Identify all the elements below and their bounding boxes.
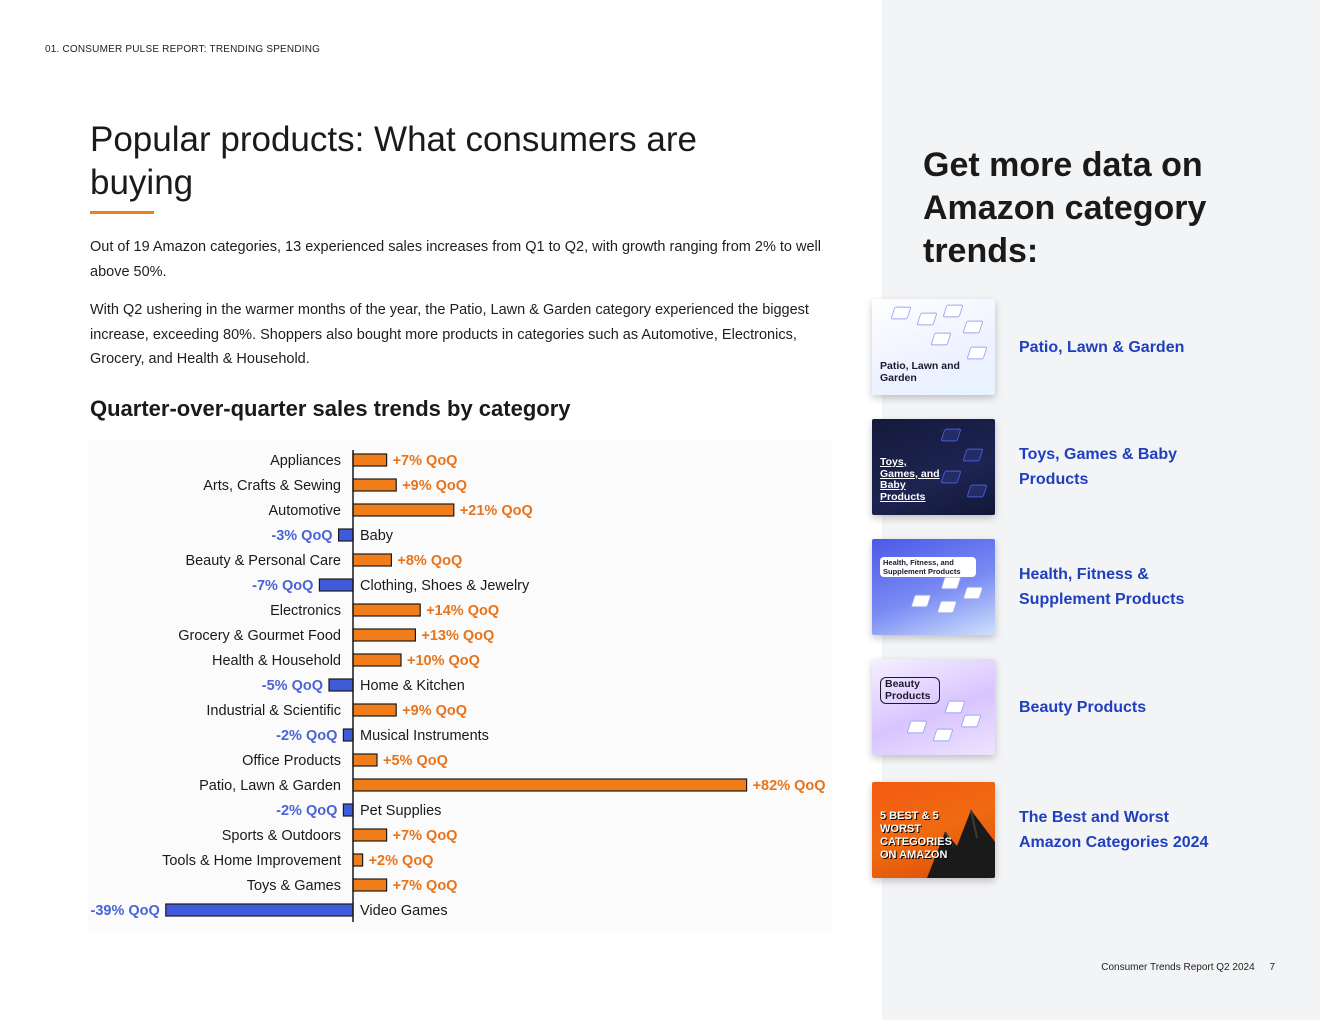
value-label-office-products: +5% QoQ <box>383 753 448 769</box>
bar-beauty-personal-care <box>352 553 393 567</box>
value-label-tools-home-improvement: +2% QoQ <box>369 853 434 869</box>
best-worst-thumb-title: 5 BEST & 5 WORST CATEGORIES ON AMAZON <box>880 810 952 861</box>
page-footer: Consumer Trends Report Q2 2024 7 <box>1089 962 1275 973</box>
bar-toys-games <box>352 878 388 892</box>
value-label-health-household: +10% QoQ <box>407 653 480 669</box>
health-report-thumbnail[interactable]: Health, Fitness, and Supplement Products <box>872 539 995 635</box>
value-label-electronics: +14% QoQ <box>426 603 499 619</box>
bar-pet-supplies <box>342 803 354 817</box>
title-accent-rule <box>90 211 154 214</box>
bar-sports-outdoors <box>352 828 388 842</box>
value-label-video-games: -39% QoQ <box>91 903 160 919</box>
mountain-graphic-icon <box>927 809 995 878</box>
value-label-arts-crafts-sewing: +9% QoQ <box>402 478 467 494</box>
bar-arts-crafts-sewing <box>352 478 397 492</box>
patio-thumb-title: Patio, Lawn and Garden <box>880 360 960 384</box>
category-label-tools-home-improvement: Tools & Home Improvement <box>162 853 341 869</box>
bar-patio-lawn-garden <box>352 778 748 792</box>
value-label-toys-games: +7% QoQ <box>393 878 458 894</box>
report-card-best-worst[interactable]: 5 BEST & 5 WORST CATEGORIES ON AMAZON Th… <box>872 781 1292 879</box>
bar-musical-instruments <box>342 728 354 742</box>
value-label-clothing-shoes-jewelry: -7% QoQ <box>252 578 313 594</box>
value-label-musical-instruments: -2% QoQ <box>276 728 337 744</box>
beauty-report-thumbnail[interactable]: Beauty Products <box>872 659 995 755</box>
best-worst-report-thumbnail[interactable]: 5 BEST & 5 WORST CATEGORIES ON AMAZON <box>872 782 995 878</box>
patio-report-link[interactable]: Patio, Lawn & Garden <box>1019 338 1185 356</box>
value-label-baby: -3% QoQ <box>271 528 332 544</box>
toys-report-thumbnail[interactable]: Toys, Games, and Baby Products <box>872 419 995 515</box>
category-label-office-products: Office Products <box>242 753 341 769</box>
value-label-grocery-gourmet-food: +13% QoQ <box>421 628 494 644</box>
page-number: 7 <box>1269 962 1275 973</box>
category-label-musical-instruments: Musical Instruments <box>360 728 489 744</box>
detail-paragraph: With Q2 ushering in the warmer months of… <box>90 302 809 367</box>
value-label-industrial-scientific: +9% QoQ <box>402 703 467 719</box>
toys-thumb-title: Toys, Games, and Baby Products <box>880 456 940 503</box>
patio-report-thumbnail[interactable]: Patio, Lawn and Garden <box>872 299 995 395</box>
category-label-clothing-shoes-jewelry: Clothing, Shoes & Jewelry <box>360 578 530 594</box>
value-label-sports-outdoors: +7% QoQ <box>393 828 458 844</box>
running-head: 01. CONSUMER PULSE REPORT: TRENDING SPEN… <box>45 44 321 55</box>
page-title: Popular products: What consumers are buy… <box>90 120 697 202</box>
category-label-video-games: Video Games <box>360 903 448 919</box>
bar-baby <box>338 528 354 542</box>
category-label-electronics: Electronics <box>270 603 341 619</box>
report-card-health[interactable]: Health, Fitness, and Supplement Products… <box>872 538 1292 636</box>
value-label-pet-supplies: -2% QoQ <box>276 803 337 819</box>
chart-title: Quarter-over-quarter sales trends by cat… <box>90 396 571 421</box>
toys-report-link[interactable]: Toys, Games & Baby Products <box>1019 446 1177 488</box>
category-label-automotive: Automotive <box>268 503 341 519</box>
health-thumb-title: Health, Fitness, and Supplement Products <box>880 557 976 577</box>
category-label-toys-games: Toys & Games <box>247 878 341 894</box>
category-label-health-household: Health & Household <box>212 653 341 669</box>
bar-automotive <box>352 503 455 517</box>
value-label-automotive: +21% QoQ <box>460 503 533 519</box>
category-label-pet-supplies: Pet Supplies <box>360 803 441 819</box>
category-label-patio-lawn-garden: Patio, Lawn & Garden <box>199 778 341 794</box>
bar-tools-home-improvement <box>352 853 364 867</box>
health-report-link[interactable]: Health, Fitness & Supplement Products <box>1019 566 1185 608</box>
report-card-patio[interactable]: Patio, Lawn and Garden Patio, Lawn & Gar… <box>872 298 1292 396</box>
bar-health-household <box>352 653 402 667</box>
category-label-arts-crafts-sewing: Arts, Crafts & Sewing <box>203 478 341 494</box>
intro-paragraph: Out of 19 Amazon categories, 13 experien… <box>90 239 822 280</box>
category-label-home-kitchen: Home & Kitchen <box>360 678 465 694</box>
bar-video-games <box>165 903 354 917</box>
value-label-patio-lawn-garden: +82% QoQ <box>753 778 826 794</box>
bar-home-kitchen <box>328 678 354 692</box>
bar-electronics <box>352 603 421 617</box>
qoq-bar-chart: Appliances +7% QoQ Arts, Crafts & Sewing +9… <box>88 440 832 932</box>
category-label-appliances: Appliances <box>270 453 341 469</box>
report-card-toys[interactable]: Toys, Games, and Baby Products Toys, Gam… <box>872 418 1292 516</box>
category-label-sports-outdoors: Sports & Outdoors <box>222 828 341 844</box>
bar-clothing-shoes-jewelry <box>318 578 354 592</box>
bar-grocery-gourmet-food <box>352 628 417 642</box>
bar-industrial-scientific <box>352 703 397 717</box>
chart-svg: Appliances +7% QoQ Arts, Crafts & Sewing +9… <box>91 450 826 922</box>
category-label-beauty-personal-care: Beauty & Personal Care <box>185 553 341 569</box>
value-label-beauty-personal-care: +8% QoQ <box>397 553 462 569</box>
value-label-appliances: +7% QoQ <box>393 453 458 469</box>
sidebar-heading: Get more data on Amazon category trends: <box>923 146 1207 270</box>
category-label-baby: Baby <box>360 528 394 544</box>
beauty-report-link[interactable]: Beauty Products <box>1019 698 1147 716</box>
bar-appliances <box>352 453 388 467</box>
beauty-thumb-title: Beauty Products <box>880 677 940 704</box>
value-label-home-kitchen: -5% QoQ <box>262 678 323 694</box>
category-label-grocery-gourmet-food: Grocery & Gourmet Food <box>178 628 341 644</box>
bar-office-products <box>352 753 378 767</box>
category-label-industrial-scientific: Industrial & Scientific <box>206 703 341 719</box>
best-worst-report-link[interactable]: The Best and Worst Amazon Categories 202… <box>1019 809 1209 851</box>
report-card-beauty[interactable]: Beauty Products Beauty Products <box>872 658 1292 756</box>
footer-report-name: Consumer Trends Report Q2 2024 <box>1101 962 1255 973</box>
